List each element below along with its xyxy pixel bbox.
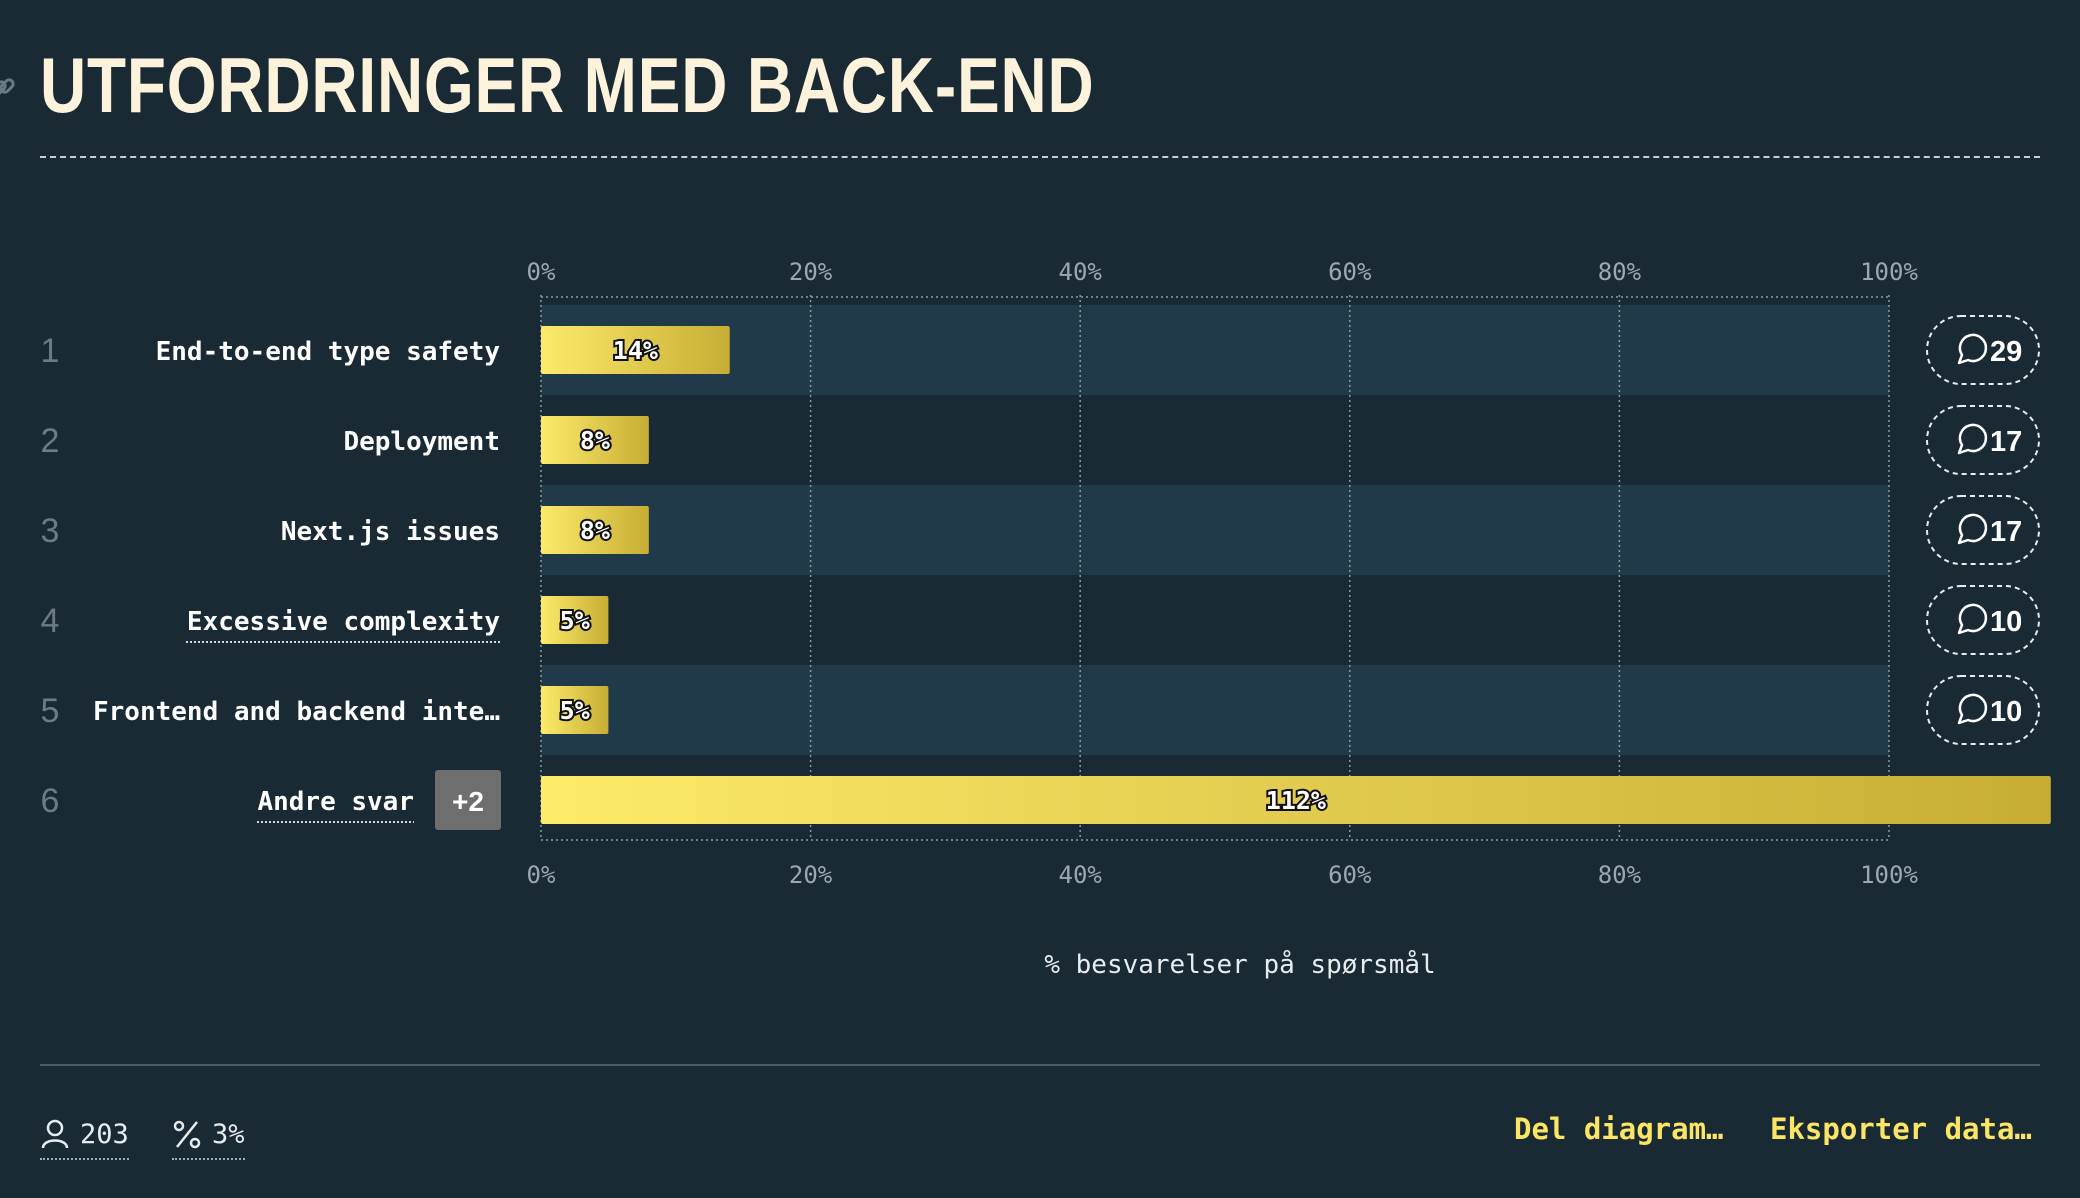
rank-number: 1 bbox=[41, 332, 60, 370]
percentage-stat[interactable]: 3% bbox=[172, 1114, 245, 1160]
x-axis-title: % besvarelser på spørsmål bbox=[1044, 949, 1435, 980]
comment-count: 29 bbox=[1990, 336, 2022, 368]
rank-number: 4 bbox=[41, 602, 60, 640]
more-answers-badge-label: +2 bbox=[452, 786, 484, 817]
x-tick-label-top: 40% bbox=[1059, 258, 1103, 286]
x-tick-label-bottom: 60% bbox=[1328, 861, 1372, 889]
comment-icon bbox=[1957, 423, 1988, 455]
percent-icon bbox=[173, 1120, 201, 1149]
comment-icon bbox=[1957, 513, 1988, 545]
row-band bbox=[541, 665, 1889, 755]
bar[interactable] bbox=[541, 506, 649, 554]
bar-value-label: 14% bbox=[613, 336, 658, 365]
category-label[interactable]: Excessive complexity bbox=[187, 607, 500, 637]
x-tick-label-top: 0% bbox=[527, 258, 556, 286]
x-tick-label-bottom: 80% bbox=[1598, 861, 1642, 889]
x-tick-label-top: 100% bbox=[1860, 258, 1918, 286]
comment-count: 17 bbox=[1990, 426, 2022, 458]
category-label[interactable]: Deployment bbox=[343, 427, 500, 457]
link-icon[interactable] bbox=[0, 72, 18, 102]
comment-icon bbox=[1957, 693, 1988, 725]
respondents-stat[interactable]: 203 bbox=[40, 1114, 129, 1160]
bar-value-label: 5% bbox=[560, 696, 590, 725]
bar[interactable] bbox=[541, 596, 609, 644]
comment-icon bbox=[1957, 333, 1988, 365]
bar[interactable] bbox=[541, 326, 730, 374]
x-tick-label-top: 60% bbox=[1328, 258, 1372, 286]
percentage-value: 3% bbox=[212, 1118, 245, 1150]
bar-value-label: 5% bbox=[560, 606, 590, 635]
rank-number: 5 bbox=[41, 692, 60, 730]
comments-button[interactable] bbox=[1926, 315, 2040, 385]
comment-count: 10 bbox=[1990, 606, 2022, 638]
title-divider bbox=[40, 156, 2040, 158]
rank-number: 3 bbox=[41, 512, 60, 550]
bar-value-label: 112% bbox=[1266, 786, 1326, 815]
bar[interactable] bbox=[541, 776, 2051, 824]
bar-value-label: 8% bbox=[580, 516, 610, 545]
category-label[interactable]: Frontend and backend inte… bbox=[93, 697, 500, 727]
comments-button[interactable] bbox=[1926, 495, 2040, 565]
respondents-count: 203 bbox=[80, 1118, 129, 1150]
bar-chart: 0% 0% 20% 20% 40% 40% 60% 60% 80% 80% 100% 100% % be… bbox=[41, 258, 2051, 980]
x-tick-label-bottom: 100% bbox=[1860, 861, 1918, 889]
x-tick-label-bottom: 20% bbox=[789, 861, 833, 889]
bar-value-label: 8% bbox=[580, 426, 610, 455]
category-label[interactable]: Andre svar bbox=[257, 787, 414, 817]
x-tick-label-bottom: 40% bbox=[1059, 861, 1103, 889]
x-tick-label-bottom: 0% bbox=[527, 861, 556, 889]
rank-number: 6 bbox=[41, 782, 60, 820]
category-label[interactable]: Next.js issues bbox=[281, 517, 500, 547]
comments-button[interactable] bbox=[1926, 405, 2040, 475]
page-title: UTFORDRINGER MED BACK-END bbox=[40, 41, 1095, 129]
user-icon bbox=[41, 1119, 69, 1149]
row-band bbox=[541, 305, 1889, 395]
share-chart-button[interactable]: Del diagram… bbox=[1514, 1112, 1724, 1146]
comment-count: 10 bbox=[1990, 696, 2022, 728]
rank-number: 2 bbox=[41, 422, 60, 460]
comment-icon bbox=[1957, 603, 1988, 635]
footer-divider bbox=[40, 1064, 2040, 1066]
bar[interactable] bbox=[541, 416, 649, 464]
comments-button[interactable] bbox=[1926, 585, 2040, 655]
comments-button[interactable] bbox=[1926, 675, 2040, 745]
category-label[interactable]: End-to-end type safety bbox=[156, 337, 500, 367]
bar[interactable] bbox=[541, 686, 609, 734]
comment-count: 17 bbox=[1990, 516, 2022, 548]
export-data-button[interactable]: Eksporter data… bbox=[1770, 1112, 2032, 1146]
x-tick-label-top: 80% bbox=[1598, 258, 1642, 286]
x-tick-label-top: 20% bbox=[789, 258, 833, 286]
row-band bbox=[541, 485, 1889, 575]
more-answers-badge[interactable] bbox=[435, 770, 501, 830]
